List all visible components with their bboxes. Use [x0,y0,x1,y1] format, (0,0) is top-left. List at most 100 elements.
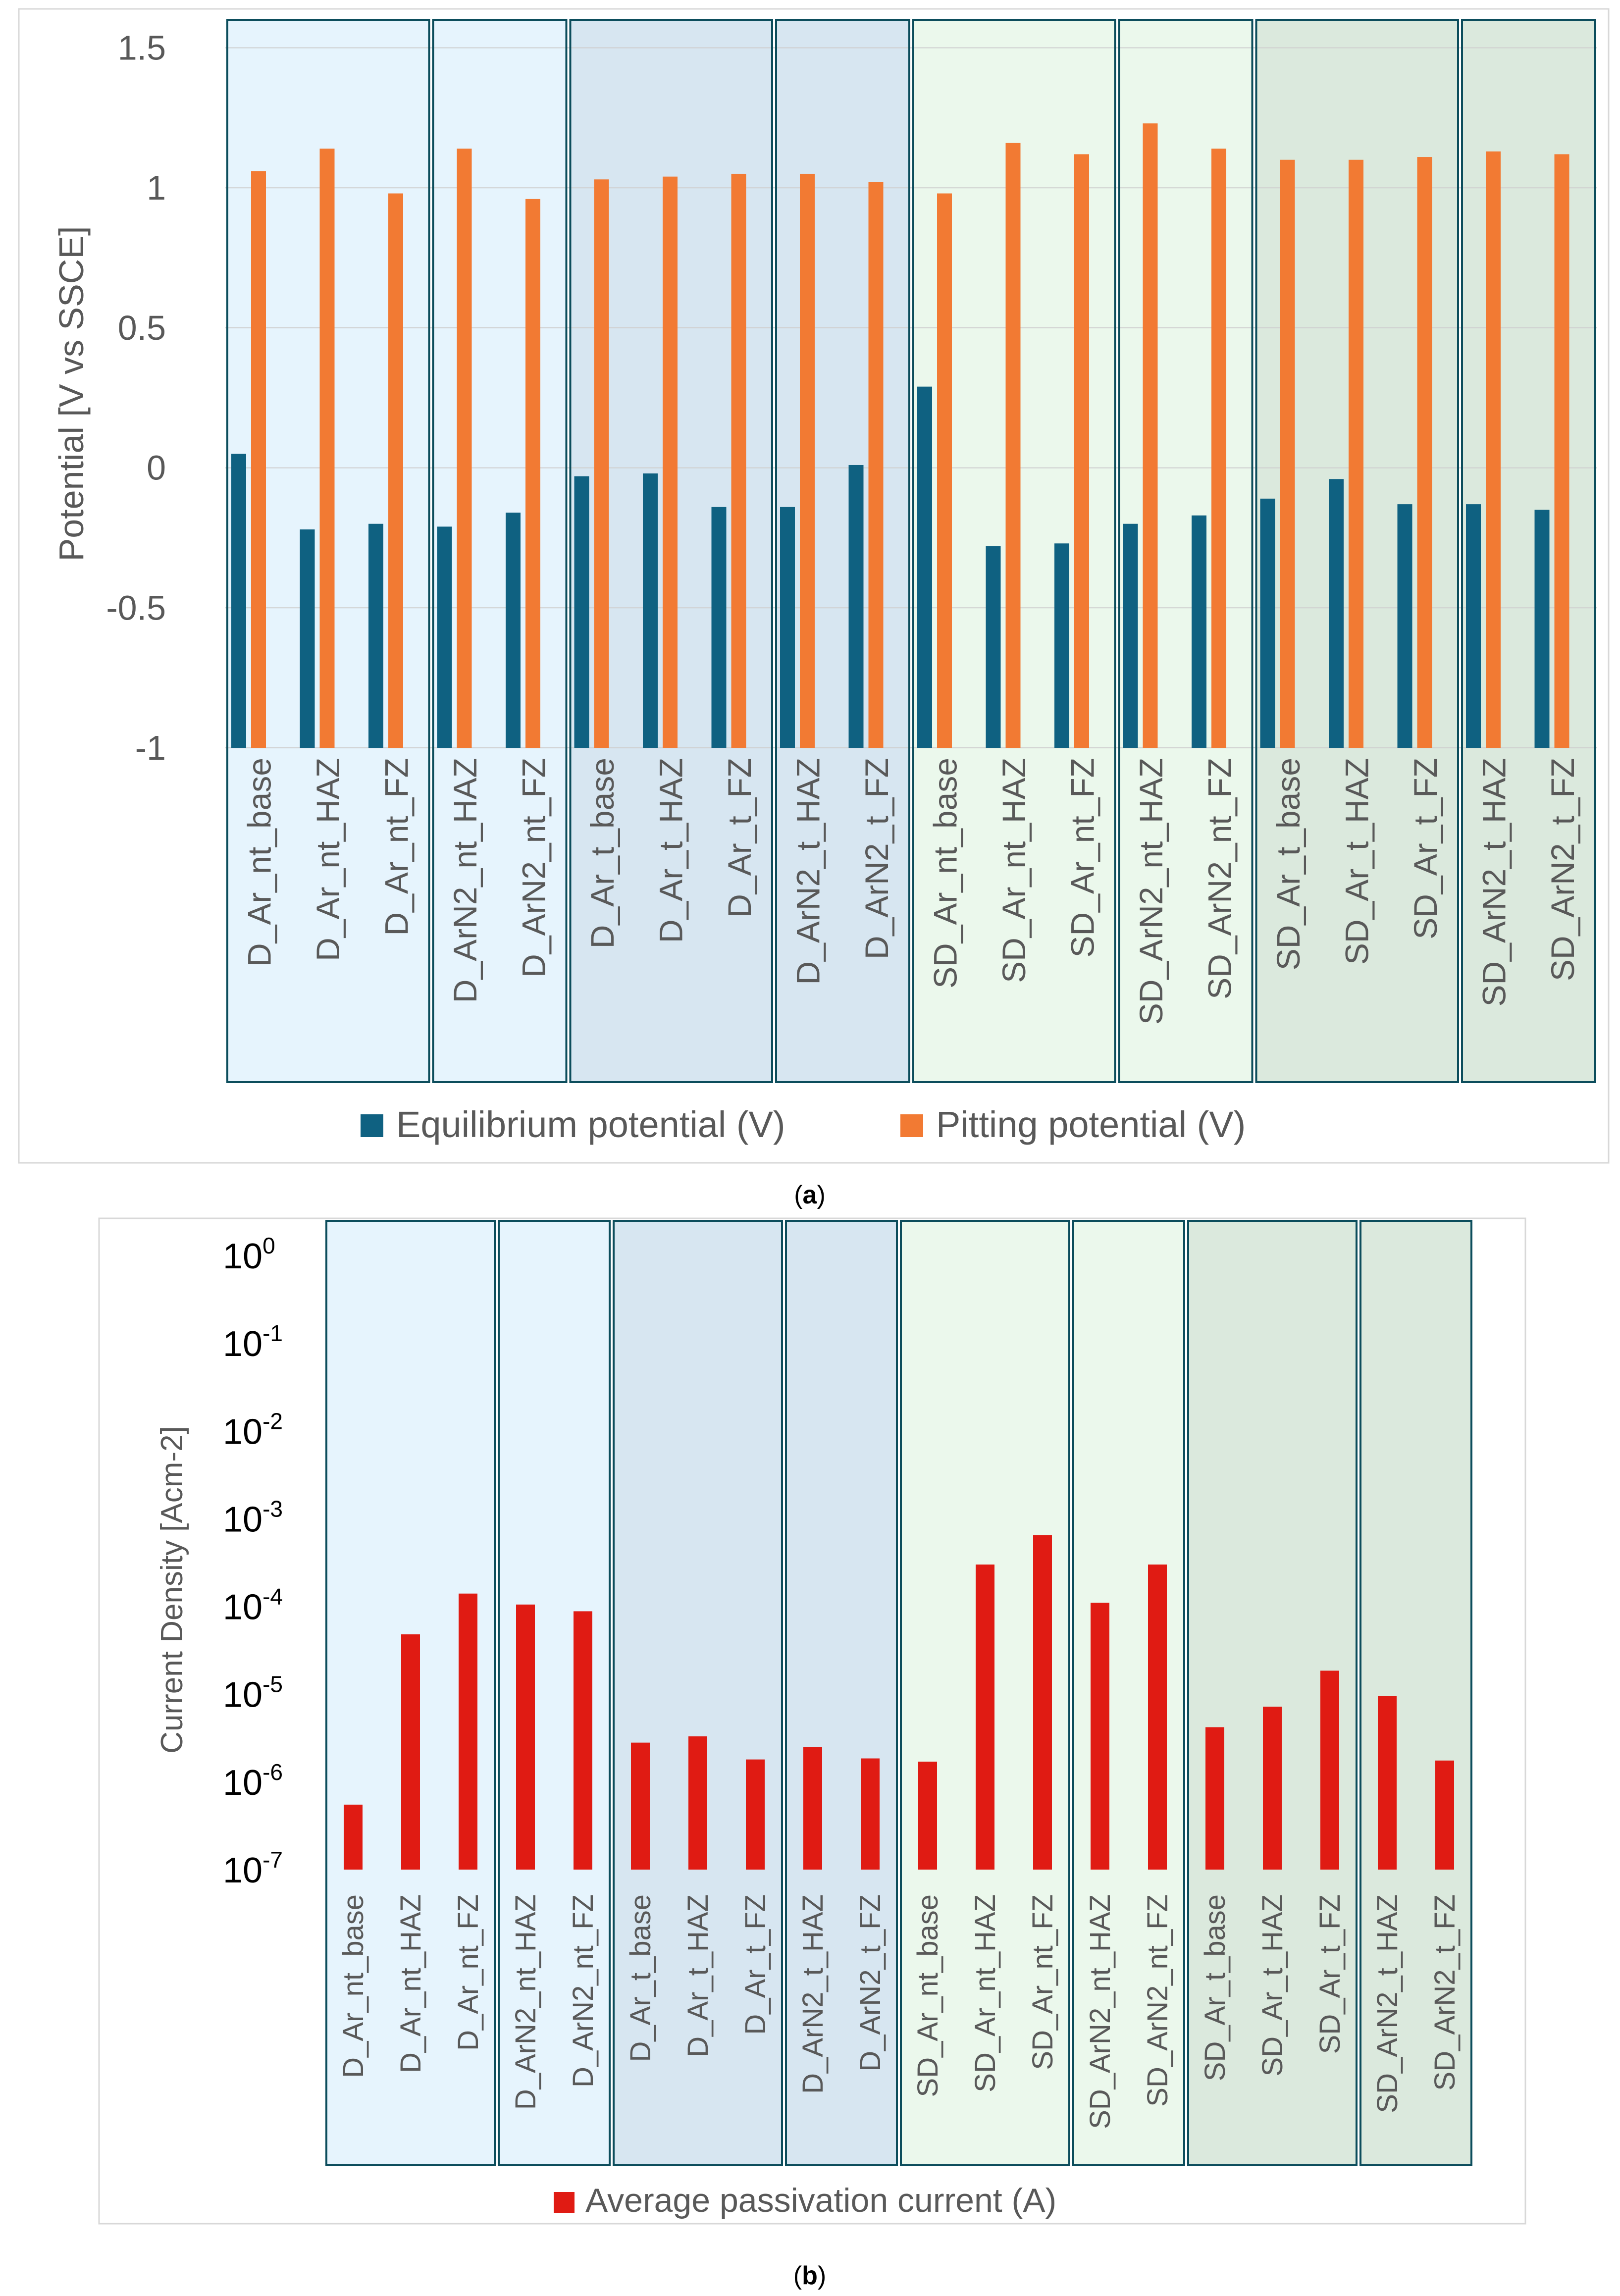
x-tick-label: D_Ar_nt_base [337,1894,369,2078]
y-tick-label: 1 [147,168,166,207]
panel-a-group-borders [226,19,1596,1083]
group-border [432,19,568,1083]
group-border [569,19,773,1083]
group-border [912,19,1116,1083]
bar-pitting [868,182,884,748]
x-tick-label: D_Ar_nt_HAZ [310,758,346,961]
x-tick-label: SD_Ar_nt_base [912,1894,944,2097]
x-tick-label: SD_ArN2_t_FZ [1429,1894,1461,2090]
bar-equilibrium [1329,479,1344,748]
x-tick-label: SD_Ar_t_base [1270,758,1306,970]
group-border [1255,19,1459,1083]
x-tick-label: SD_Ar_nt_FZ [1027,1894,1059,2070]
group-background [1119,20,1253,1082]
bar-pitting [457,149,472,748]
y-tick-label: 10-4 [223,1584,283,1627]
bar-passivation [516,1604,535,1870]
x-tick-label: SD_Ar_nt_base [927,758,963,989]
bar-equilibrium [300,529,315,748]
bar-equilibrium [437,526,452,748]
panel-a-caption: (a) [794,1181,826,1209]
panel-b-x-tick-labels: D_Ar_nt_base D_Ar_nt_HAZ D_Ar_nt_FZ D_ArN2_… [337,1894,1461,2129]
x-tick-label: D_Ar_nt_HAZ [395,1894,427,2073]
x-tick-label: SD_ArN2_nt_HAZ [1133,758,1169,1025]
bar-pitting [1074,154,1089,748]
group-border [613,1220,783,2166]
bar-pitting [1554,154,1569,748]
y-tick-label: 10-1 [223,1320,283,1364]
x-tick-label: SD_Ar_t_FZ [1407,758,1444,939]
x-tick-label: D_Ar_t_FZ [739,1894,772,2035]
group-background [786,1221,897,2165]
x-tick-label: D_Ar_t_base [625,1894,657,2062]
x-tick-label: SD_Ar_t_FZ [1314,1894,1346,2054]
x-tick-label: SD_ArN2_t_HAZ [1371,1894,1404,2113]
panel-a-y-tick-labels: -1 -0.5 0 0.5 1 1.5 [106,29,166,767]
bar-equilibrium [574,476,589,748]
x-tick-label: D_Ar_nt_FZ [378,758,415,936]
y-tick-label: 10-2 [223,1408,283,1452]
x-tick-label: D_ArN2_t_FZ [854,1894,887,2072]
group-border [325,1220,496,2166]
group-border [900,1220,1070,2166]
bar-pitting [251,171,266,748]
y-tick-label: -1 [135,729,166,767]
bar-equilibrium [1054,543,1069,748]
bar-passivation [1378,1696,1397,1870]
panel-a-x-tick-labels: D_Ar_nt_base D_Ar_nt_HAZ D_Ar_nt_FZ D_ArN2_… [241,758,1581,1025]
group-border [775,19,910,1083]
group-background [433,20,567,1082]
panel-a-bars [231,123,1569,748]
bar-passivation [976,1565,994,1870]
x-tick-label: D_Ar_t_HAZ [682,1894,714,2057]
group-border [1359,1220,1472,2166]
panel-b-y-axis-label: Current Density [Acm-2] [155,1426,189,1754]
bar-equilibrium [1397,504,1412,748]
bar-pitting [388,193,403,748]
x-tick-label: D_ArN2_nt_FZ [567,1894,599,2087]
y-tick-label: 10-6 [223,1759,283,1803]
bar-pitting [1280,159,1295,748]
group-border [1187,1220,1358,2166]
bar-pitting [1143,123,1158,748]
y-tick-label: 10-3 [223,1496,283,1539]
x-tick-label: D_Ar_t_FZ [721,758,758,918]
x-tick-label: D_Ar_nt_base [241,758,277,967]
legend-swatch-equilibrium [361,1114,383,1137]
y-tick-label: -0.5 [106,588,166,627]
legend-label-passivation: Average passivation current (A) [585,2182,1056,2219]
bar-equilibrium [848,465,864,748]
bar-pitting [319,149,335,748]
panel-b: 10-7 10-6 10-5 10-4 10-3 10-2 10-1 100 D_Ar_nt_… [98,1217,1526,2225]
bar-equilibrium [643,473,658,748]
panel-a-legend: Equilibrium potential (V) Pitting potent… [361,1104,1246,1145]
group-background [614,1221,782,2165]
bar-passivation [344,1804,363,1870]
group-border [1461,19,1596,1083]
bar-equilibrium [506,513,521,748]
x-tick-label: D_ArN2_nt_FZ [515,758,552,978]
x-tick-label: SD_Ar_nt_FZ [1064,758,1100,957]
bar-pitting [1349,159,1363,748]
bar-pitting [937,193,952,748]
group-background [1360,1221,1471,2165]
bar-passivation [401,1634,420,1870]
y-tick-label: 0.5 [118,309,166,347]
bar-passivation [459,1593,477,1870]
x-tick-label: SD_ArN2_t_HAZ [1475,758,1512,1007]
x-tick-label: D_ArN2_t_FZ [858,758,895,959]
panel-a-y-axis-label: Potential [V vs SSCE] [52,226,91,562]
bar-equilibrium [1123,523,1138,748]
bar-passivation [1091,1603,1109,1870]
x-tick-label: SD_Ar_nt_HAZ [995,758,1032,983]
bar-equilibrium [1466,504,1481,748]
group-border [1072,1220,1185,2166]
bar-pitting [663,176,678,748]
bar-passivation [1205,1727,1224,1870]
bar-equilibrium [917,386,932,748]
group-background [776,20,909,1082]
bar-passivation [1320,1670,1339,1870]
bar-passivation [1148,1565,1167,1870]
group-border [226,19,430,1083]
bar-pitting [800,173,815,748]
